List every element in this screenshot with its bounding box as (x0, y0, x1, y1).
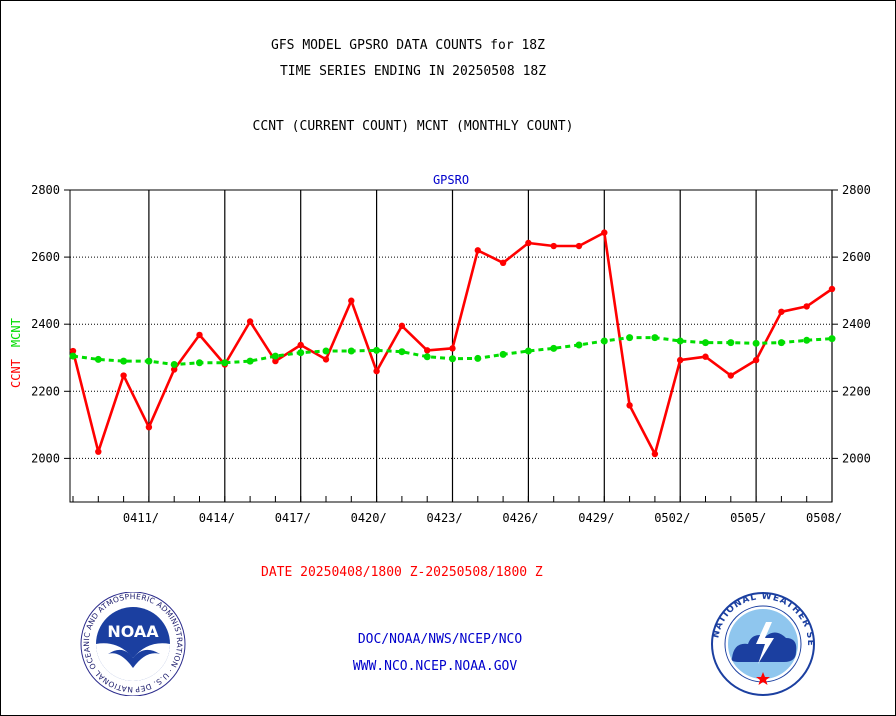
data-point-ccnt (398, 322, 406, 330)
data-point-ccnt (575, 242, 583, 250)
data-point-mcnt (499, 350, 507, 358)
x-tick-label: 0429/ (578, 511, 614, 525)
data-point-ccnt (322, 356, 330, 363)
data-point-mcnt (651, 334, 659, 342)
data-point-mcnt (373, 346, 381, 354)
data-point-ccnt (677, 356, 684, 364)
data-point-ccnt (626, 402, 633, 409)
y-tick-label-right: 2600 (842, 250, 871, 264)
data-point-mcnt (94, 355, 102, 363)
y-tick-label-left: 2600 (31, 250, 60, 264)
data-point-ccnt (272, 357, 279, 365)
x-tick-label: 0411/ (123, 511, 159, 525)
y-axis-label-mcnt: MCNT (9, 318, 23, 347)
x-tick-label: 0423/ (427, 511, 463, 525)
data-point-ccnt (246, 318, 254, 325)
data-point-ccnt (803, 303, 810, 310)
date-range-label: DATE 20250408/1800 Z-20250508/1800 Z (261, 565, 543, 580)
data-point-mcnt (398, 348, 406, 356)
data-point-ccnt (499, 259, 507, 266)
data-point-mcnt (322, 347, 330, 355)
data-point-ccnt (373, 367, 380, 375)
axis-layer: 2000 2000 2200 2200 2400 2400 2600 2600 2800 2800… (9, 173, 871, 525)
footer-url-label[interactable]: WWW.NCO.NCEP.NOAA.GOV (352, 659, 518, 674)
data-point-ccnt (449, 345, 456, 352)
data-point-mcnt (196, 359, 203, 367)
data-point-mcnt (120, 357, 128, 365)
x-tick-label: 0414/ (199, 511, 235, 525)
data-point-mcnt (727, 339, 735, 347)
data-point-mcnt (524, 347, 532, 355)
data-point-mcnt (474, 354, 482, 362)
data-point-mcnt (170, 360, 178, 368)
data-point-mcnt (600, 337, 608, 345)
data-point-mcnt (550, 344, 558, 352)
data-point-ccnt (727, 372, 734, 379)
x-tick-label: 0417/ (275, 511, 311, 525)
chart-subtitle: CCNT (CURRENT COUNT) MCNT (MONTHLY COUNT… (252, 119, 574, 134)
data-point-mcnt (626, 334, 634, 342)
data-point-mcnt (702, 339, 709, 347)
data-point-ccnt (550, 242, 557, 250)
noaa-logo-icon: NATIONAL OCEANIC AND ATMOSPHERIC ADMINIS… (78, 592, 186, 696)
x-tick-label: 0505/ (730, 511, 766, 525)
data-point-ccnt (525, 239, 532, 247)
data-point-mcnt (297, 349, 305, 357)
y-tick-label-left: 2000 (31, 451, 60, 465)
y-tick-label-left: 2400 (31, 317, 60, 331)
y-tick-label-left: 2200 (31, 384, 60, 398)
y-tick-label-right: 2000 (842, 451, 871, 465)
x-tick-label: 0502/ (654, 511, 690, 525)
x-tick-label: 0426/ (502, 511, 538, 525)
data-point-mcnt (676, 337, 684, 345)
data-point-ccnt (171, 366, 178, 373)
data-point-ccnt (95, 448, 102, 455)
series-layer (69, 229, 836, 458)
data-point-mcnt (145, 357, 153, 365)
y-tick-label-right: 2800 (842, 183, 871, 197)
footer-org-label: DOC/NOAA/NWS/NCEP/NCO (357, 632, 523, 647)
data-point-mcnt (752, 339, 760, 347)
data-point-ccnt (702, 353, 709, 360)
y-axis-label: CCNT MCNT (9, 318, 23, 388)
data-point-mcnt (803, 336, 811, 344)
data-point-mcnt (575, 341, 583, 349)
data-point-ccnt (651, 450, 659, 458)
plot-area-border (69, 189, 833, 503)
data-point-ccnt (120, 372, 127, 379)
data-point-mcnt (271, 352, 279, 360)
data-point-mcnt (69, 352, 77, 360)
y-tick-label-right: 2400 (842, 317, 871, 331)
x-tick-label: 0420/ (351, 511, 387, 525)
y-tick-label-right: 2200 (842, 384, 871, 398)
chart-title-line2: TIME SERIES ENDING IN 20250508 18Z (279, 64, 547, 79)
data-point-mcnt (828, 335, 836, 343)
data-point-ccnt (297, 341, 304, 349)
data-point-mcnt (347, 347, 355, 355)
nws-logo-icon: NATIONAL WEATHER SERVICE (708, 592, 815, 696)
data-point-mcnt (777, 339, 785, 347)
data-point-ccnt (348, 297, 355, 304)
data-point-mcnt (221, 359, 229, 367)
data-point-ccnt (601, 229, 608, 236)
data-point-mcnt (449, 355, 456, 363)
noaa-logo-text: NOAA (107, 622, 159, 641)
data-point-ccnt (752, 356, 760, 364)
data-point-ccnt (474, 247, 481, 254)
chart-title-line1: GFS MODEL GPSRO DATA COUNTS for 18Z (271, 38, 545, 53)
data-point-mcnt (246, 357, 254, 365)
y-tick-label-left: 2800 (31, 183, 60, 197)
x-tick-label: 0508/ (806, 511, 842, 525)
data-point-ccnt (69, 347, 77, 355)
plot-title: GPSRO (433, 173, 469, 187)
data-point-ccnt (424, 347, 431, 354)
data-point-ccnt (145, 423, 153, 431)
data-point-ccnt (778, 308, 785, 315)
data-point-ccnt (828, 285, 836, 293)
data-point-ccnt (196, 331, 203, 339)
y-axis-label-ccnt: CCNT (9, 359, 23, 388)
data-point-mcnt (423, 353, 431, 361)
